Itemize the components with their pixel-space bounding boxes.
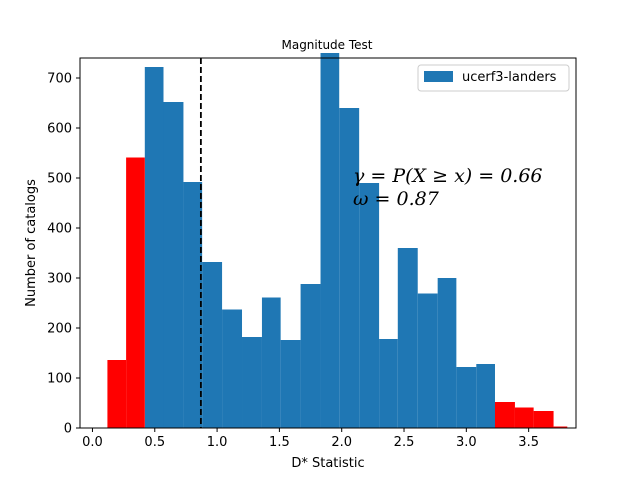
legend: ucerf3-landers (417, 64, 570, 92)
histogram-bar-red-2 (494, 402, 515, 428)
legend-label: ucerf3-landers (462, 70, 557, 85)
x-tick-label: 1.0 (207, 435, 228, 450)
histogram-bar-blue-1 (163, 102, 184, 428)
histogram-bars (107, 53, 568, 428)
y-axis-label: Number of catalogs (24, 179, 39, 307)
histogram-bar-red-4 (533, 411, 554, 428)
histogram-bar-blue-11 (359, 183, 380, 428)
histogram-bar-blue-6 (261, 297, 281, 428)
x-axis-label: D* Statistic (291, 456, 364, 471)
x-tick-label: 0.5 (144, 435, 165, 450)
histogram-bar-blue-14 (417, 293, 438, 428)
y-tick-label: 300 (47, 272, 72, 287)
x-tick-label: 2.0 (331, 435, 352, 450)
histogram-bar-blue-10 (339, 108, 360, 428)
x-tick-label: 3.0 (456, 435, 477, 450)
histogram-bar-blue-3 (202, 262, 223, 428)
histogram-bar-blue-16 (456, 367, 477, 428)
legend-swatch (424, 71, 453, 82)
histogram-bar-red-0 (107, 360, 127, 428)
annotation-omega: ω = 0.87 (353, 188, 440, 210)
x-tick-label: 3.5 (518, 435, 539, 450)
histogram-bar-blue-9 (320, 53, 340, 428)
y-tick-label: 100 (47, 372, 72, 387)
plot-frame (79, 57, 577, 429)
histogram-bar-blue-4 (222, 309, 243, 428)
histogram-bar-blue-0 (144, 67, 164, 428)
chart-title: Magnitude Test (281, 38, 372, 52)
x-tick-label: 1.5 (269, 435, 290, 450)
histogram-bar-blue-5 (242, 337, 262, 428)
y-tick-label: 0 (64, 422, 72, 437)
x-axis-ticks: 0.0 0.5 1.0 1.5 2.0 2.5 3.0 3.5 (82, 428, 539, 450)
histogram-bar-red-3 (514, 407, 534, 428)
histogram-bar-red-5 (553, 426, 568, 428)
y-tick-label: 400 (47, 222, 72, 237)
histogram-bar-blue-13 (397, 248, 418, 428)
histogram-bar-blue-8 (300, 284, 321, 428)
y-tick-label: 700 (47, 72, 72, 87)
legend-box (417, 64, 570, 92)
histogram-bar-blue-12 (379, 339, 398, 428)
histogram-bar-blue-15 (437, 278, 457, 428)
histogram-bar-blue-2 (183, 182, 203, 428)
y-tick-label: 600 (47, 122, 72, 137)
histogram-bar-red-1 (126, 157, 145, 428)
y-tick-label: 200 (47, 322, 72, 337)
x-tick-label: 0.0 (82, 435, 103, 450)
annotation-gamma: γ = P(X ≥ x) = 0.66 (353, 165, 543, 187)
y-axis-ticks: 0 100 200 300 400 500 600 700 (47, 72, 80, 437)
x-tick-label: 2.5 (394, 435, 415, 450)
histogram-bar-blue-17 (476, 364, 495, 428)
histogram-bar-blue-7 (280, 340, 301, 428)
y-tick-label: 500 (47, 172, 72, 187)
